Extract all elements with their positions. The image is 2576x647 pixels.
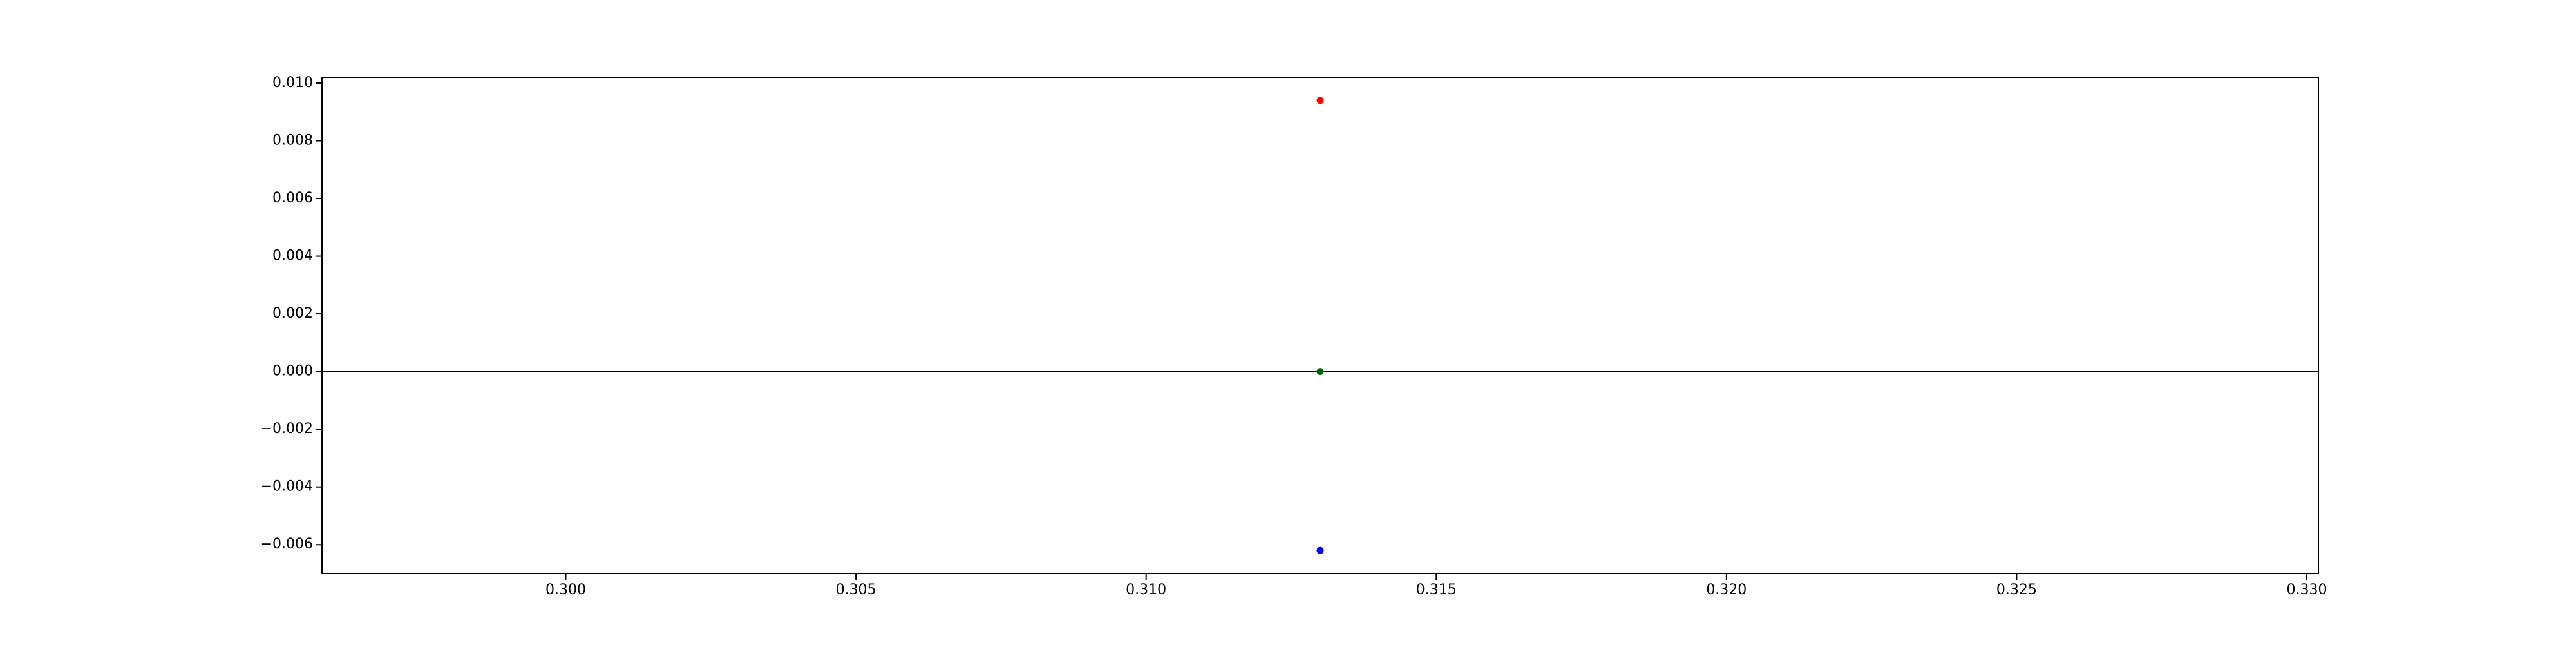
y-tick-label: 0.000: [272, 363, 313, 380]
points-layer: [1316, 97, 1324, 554]
plot-frame: [321, 77, 2319, 574]
y-tick-label: −0.002: [261, 421, 313, 437]
y-axis: 0.010 0.008 0.006 0.004 0.002 0.000 −0.002 −0.0…: [261, 75, 322, 552]
y-tick-label: 0.008: [272, 132, 313, 148]
x-tick-label: 0.310: [1126, 582, 1166, 598]
y-tick-label: 0.010: [272, 75, 313, 91]
data-point-1: [1316, 97, 1324, 104]
y-tick-label: 0.006: [272, 190, 313, 206]
y-tick-label: 0.004: [272, 248, 313, 264]
y-tick-label: 0.002: [272, 305, 313, 322]
x-tick-label: 0.315: [1416, 582, 1457, 598]
x-tick-label: 0.305: [836, 582, 876, 598]
x-tick-label: 0.330: [2286, 582, 2327, 598]
data-point-2: [1316, 368, 1324, 376]
x-tick-label: 0.320: [1706, 582, 1747, 598]
x-tick-label: 0.325: [1996, 582, 2037, 598]
y-tick-label: −0.006: [261, 536, 313, 552]
y-tick-label: −0.004: [261, 479, 313, 495]
x-tick-label: 0.300: [545, 582, 586, 598]
x-axis: 0.300 0.305 0.310 0.315 0.320 0.325 0.330: [545, 574, 2327, 598]
data-point-3: [1316, 546, 1324, 554]
